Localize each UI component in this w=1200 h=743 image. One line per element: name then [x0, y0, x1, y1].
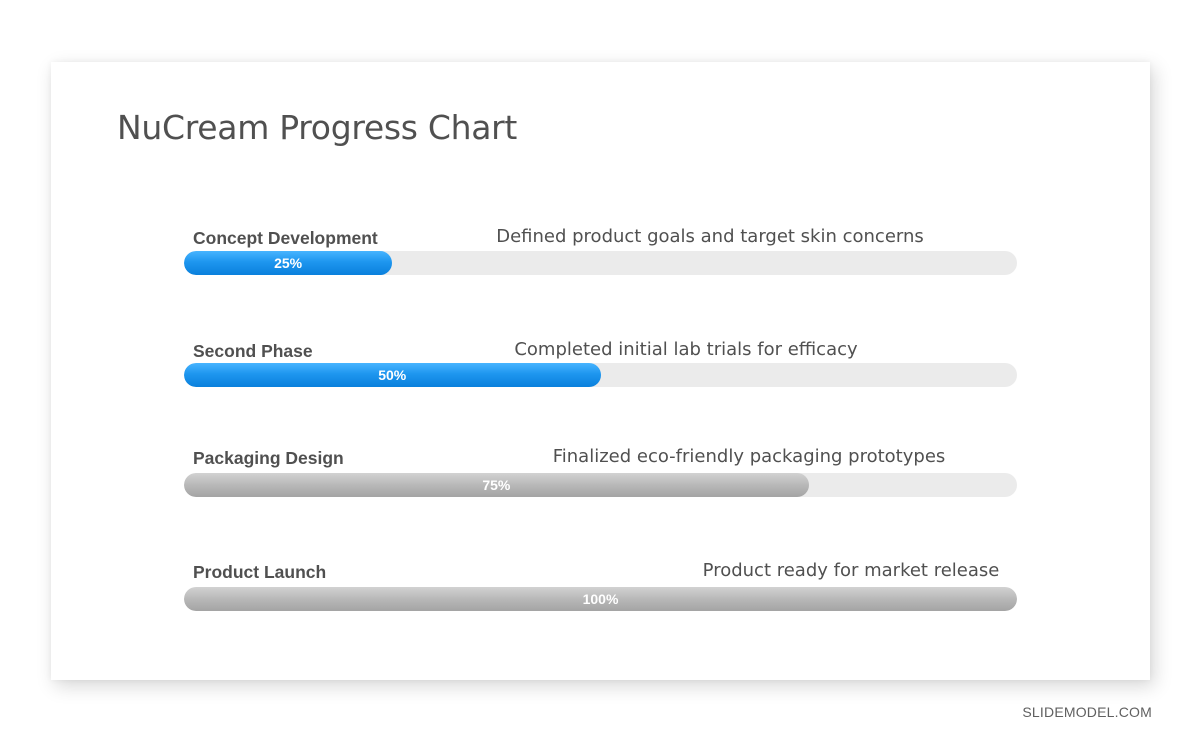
progress-value-label: 25%: [274, 255, 303, 271]
progress-fill: [184, 587, 1017, 611]
progress-fill: [184, 251, 393, 275]
stage-label: Product Launch: [193, 562, 327, 582]
stage-label: Second Phase: [193, 341, 313, 361]
slide: NuCream Progress Chart Concept Developme…: [51, 62, 1150, 680]
stage-description: Completed initial lab trials for efficac…: [514, 339, 858, 360]
stage-description: Finalized eco-friendly packaging prototy…: [552, 446, 946, 467]
slidemodel-watermark: SLIDEMODEL.COM: [1022, 704, 1152, 720]
progress-track: 75%: [184, 473, 1017, 497]
stage-label: Concept Development: [193, 228, 378, 248]
stage-description: Defined product goals and target skin co…: [496, 226, 924, 247]
progress-value-label: 75%: [482, 477, 511, 493]
progress-row-second-phase: Second Phase Completed initial lab trial…: [51, 339, 1150, 420]
chart-title: NuCream Progress Chart: [117, 108, 518, 147]
progress-fill: [184, 363, 601, 387]
progress-track: 100%: [184, 587, 1017, 611]
progress-row-packaging-design: Packaging Design Finalized eco-friendly …: [51, 446, 1150, 527]
stage-label: Packaging Design: [193, 448, 344, 468]
stage-description: Product ready for market release: [702, 560, 1000, 581]
progress-track: 50%: [184, 363, 1017, 387]
progress-row-concept-development: Concept Development Defined product goal…: [51, 226, 1150, 307]
progress-fill: [184, 473, 809, 497]
progress-row-product-launch: Product Launch Product ready for market …: [51, 560, 1150, 641]
progress-value-label: 50%: [378, 367, 407, 383]
progress-track: 25%: [184, 251, 1017, 275]
progress-value-label: 100%: [582, 591, 619, 607]
